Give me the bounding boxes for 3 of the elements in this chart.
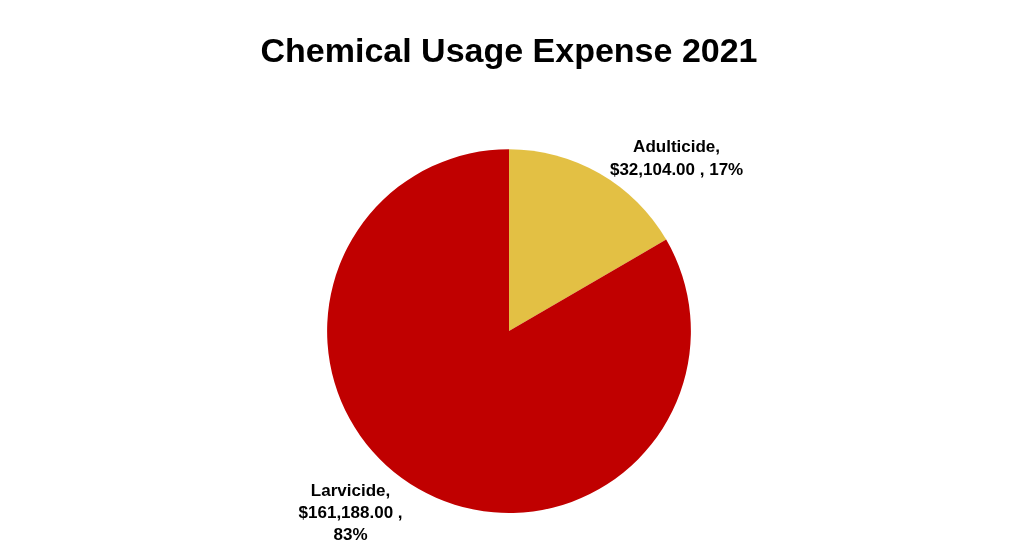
chart-title: Chemical Usage Expense 2021 bbox=[260, 31, 758, 70]
slice-label: Adulticide, $32,104.00 , 17% bbox=[609, 137, 744, 179]
slice-label: Larvicide, $161,188.00 , 83% bbox=[298, 480, 403, 545]
